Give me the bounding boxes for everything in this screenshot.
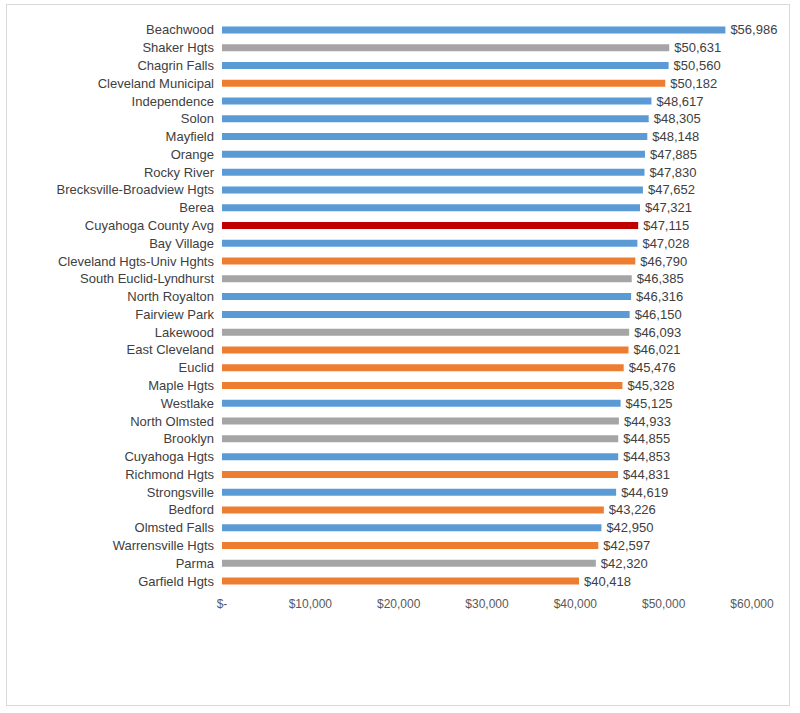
svg-text:$46,790: $46,790 [640,254,687,269]
svg-text:$40,000: $40,000 [554,597,598,611]
svg-text:$50,182: $50,182 [670,76,717,91]
svg-text:Solon: Solon [181,111,214,126]
svg-text:Lakewood: Lakewood [155,325,214,340]
svg-text:$45,328: $45,328 [627,378,674,393]
svg-text:Brooklyn: Brooklyn [163,431,214,446]
svg-text:Bay Village: Bay Village [149,236,214,251]
svg-text:Chagrin Falls: Chagrin Falls [137,58,214,73]
svg-text:East Cleveland: East Cleveland [127,342,214,357]
svg-text:Cuyahoga Hgts: Cuyahoga Hgts [124,449,214,464]
svg-text:$47,028: $47,028 [642,236,689,251]
svg-text:$44,619: $44,619 [621,485,668,500]
svg-text:$60,000: $60,000 [730,597,774,611]
svg-text:$56,986: $56,986 [730,22,777,37]
svg-text:Brecksville-Broadview Hgts: Brecksville-Broadview Hgts [57,182,215,197]
svg-text:Maple Hgts: Maple Hgts [148,378,214,393]
svg-text:$42,597: $42,597 [603,538,650,553]
svg-text:Mayfield: Mayfield [166,129,214,144]
svg-text:Westlake: Westlake [161,396,214,411]
svg-text:Rocky River: Rocky River [144,165,215,180]
svg-text:$47,321: $47,321 [645,200,692,215]
svg-text:Cleveland Municipal: Cleveland Municipal [98,76,214,91]
svg-text:$44,933: $44,933 [624,414,671,429]
svg-text:$40,418: $40,418 [584,574,631,589]
svg-text:Cleveland Hgts-Univ Hghts: Cleveland Hgts-Univ Hghts [58,254,215,269]
svg-text:Richmond Hgts: Richmond Hgts [125,467,214,482]
svg-text:$44,831: $44,831 [623,467,670,482]
svg-text:$46,316: $46,316 [636,289,683,304]
svg-text:$50,631: $50,631 [674,40,721,55]
svg-text:Independence: Independence [132,94,214,109]
svg-text:$42,320: $42,320 [601,556,648,571]
svg-text:Bedford: Bedford [168,502,214,517]
svg-text:North Olmsted: North Olmsted [130,414,214,429]
svg-text:$50,560: $50,560 [674,58,721,73]
svg-text:$48,305: $48,305 [654,111,701,126]
svg-text:$30,000: $30,000 [465,597,509,611]
svg-text:South Euclid-Lyndhurst: South Euclid-Lyndhurst [80,271,214,286]
svg-text:$50,000: $50,000 [642,597,686,611]
svg-text:Strongsville: Strongsville [147,485,214,500]
svg-text:Berea: Berea [179,200,214,215]
svg-text:$-: $- [217,597,228,611]
svg-text:$45,476: $45,476 [629,360,676,375]
svg-text:$47,115: $47,115 [643,218,689,233]
svg-text:Olmsted Falls: Olmsted Falls [135,520,215,535]
svg-text:Euclid: Euclid [179,360,214,375]
svg-text:$20,000: $20,000 [377,597,421,611]
svg-text:$46,150: $46,150 [635,307,682,322]
svg-text:$43,226: $43,226 [609,502,656,517]
svg-text:$48,148: $48,148 [652,129,699,144]
svg-text:Fairview Park: Fairview Park [135,307,214,322]
svg-text:$10,000: $10,000 [289,597,333,611]
svg-text:Cuyahoga County Avg: Cuyahoga County Avg [85,218,214,233]
svg-text:Garfield Hgts: Garfield Hgts [138,574,214,589]
svg-text:North Royalton: North Royalton [127,289,214,304]
svg-text:$46,385: $46,385 [637,271,684,286]
svg-text:$47,830: $47,830 [649,165,696,180]
svg-text:$46,021: $46,021 [634,342,681,357]
svg-text:$48,617: $48,617 [656,94,703,109]
svg-text:$47,652: $47,652 [648,182,695,197]
svg-text:$44,855: $44,855 [623,431,670,446]
svg-text:$45,125: $45,125 [626,396,673,411]
svg-text:Parma: Parma [176,556,215,571]
svg-text:$47,885: $47,885 [650,147,697,162]
svg-text:Beachwood: Beachwood [146,22,214,37]
svg-text:$44,853: $44,853 [623,449,670,464]
svg-text:Shaker Hgts: Shaker Hgts [142,40,214,55]
svg-text:Orange: Orange [171,147,214,162]
svg-text:$42,950: $42,950 [606,520,653,535]
svg-text:Warrensville Hgts: Warrensville Hgts [113,538,215,553]
svg-text:$46,093: $46,093 [634,325,681,340]
